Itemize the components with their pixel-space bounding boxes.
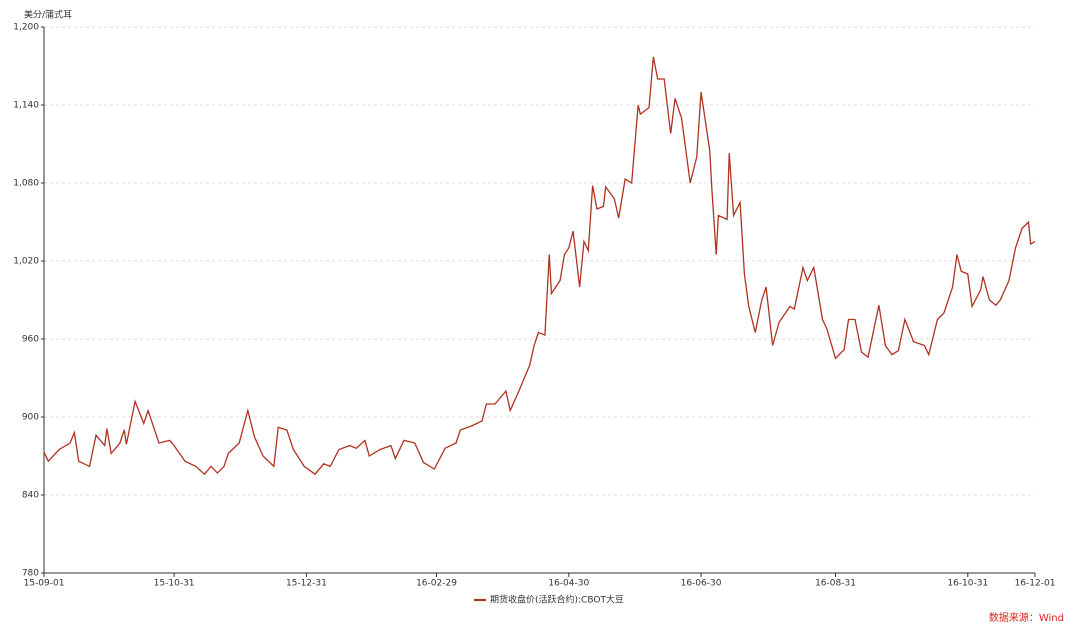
y-tick-label: 1,080 xyxy=(13,179,39,189)
x-tick-label: 16-02-29 xyxy=(416,579,457,589)
x-tick-label: 16-12-01 xyxy=(1015,579,1056,589)
y-tick-label: 840 xyxy=(22,491,39,501)
x-tick-label: 15-12-31 xyxy=(286,579,327,589)
source-note: 数据来源：Wind xyxy=(989,611,1064,624)
x-tick-label: 16-04-30 xyxy=(548,579,589,589)
legend-label: 期货收盘价(活跃合约):CBOT大豆 xyxy=(490,594,624,606)
x-tick-label: 16-08-31 xyxy=(815,579,856,589)
x-tick-label: 15-10-31 xyxy=(154,579,195,589)
y-tick-label: 960 xyxy=(22,335,39,345)
x-tick-label: 16-10-31 xyxy=(947,579,988,589)
y-tick-label: 780 xyxy=(22,569,39,579)
x-tick-label: 16-06-30 xyxy=(681,579,722,589)
y-tick-label: 1,140 xyxy=(13,101,39,111)
y-tick-label: 1,020 xyxy=(13,257,39,267)
x-tick-label: 15-09-01 xyxy=(24,579,65,589)
y-tick-label: 1,200 xyxy=(13,23,39,33)
y-tick-label: 900 xyxy=(22,413,39,423)
y-axis-label: 美分/蒲式耳 xyxy=(24,9,72,21)
price-line xyxy=(43,56,1036,476)
